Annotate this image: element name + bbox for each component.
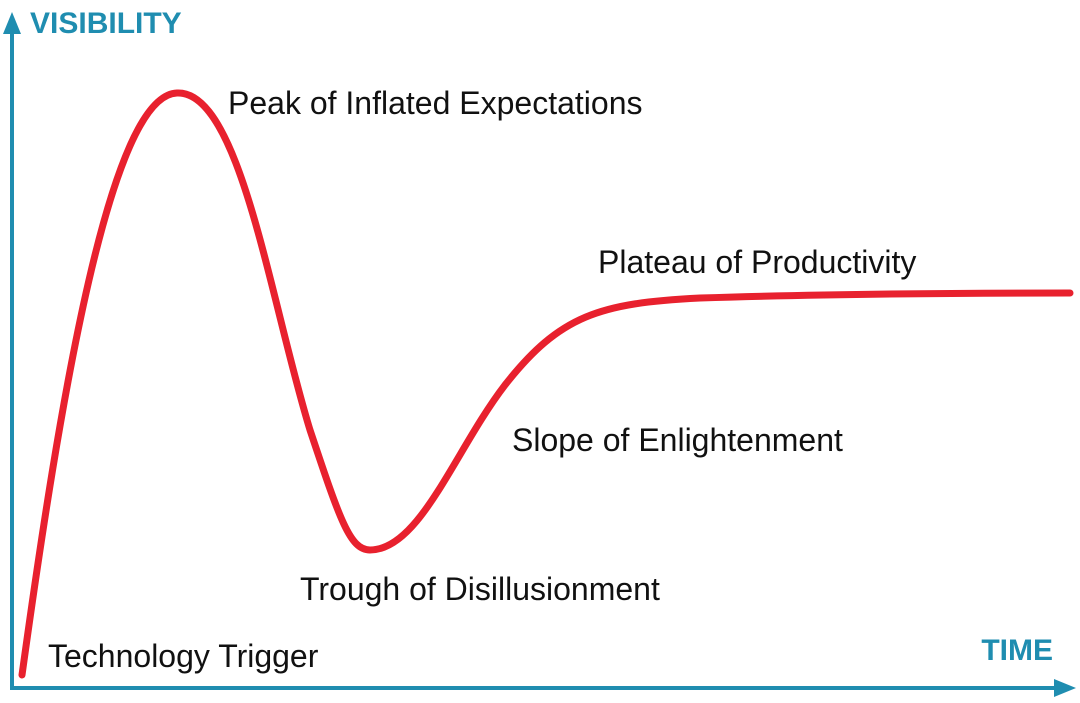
phase-label: Peak of Inflated Expectations [228, 85, 642, 121]
y-axis-arrow [3, 12, 21, 34]
x-axis-arrow [1054, 679, 1076, 697]
phase-label: Technology Trigger [48, 638, 319, 674]
phase-label: Plateau of Productivity [598, 244, 916, 280]
x-axis-label: TIME [981, 634, 1053, 667]
phase-label: Trough of Disillusionment [300, 571, 660, 607]
phase-label: Slope of Enlightenment [512, 422, 843, 458]
y-axis-label: VISIBILITY [30, 7, 182, 40]
hype-curve [18, 89, 1074, 679]
